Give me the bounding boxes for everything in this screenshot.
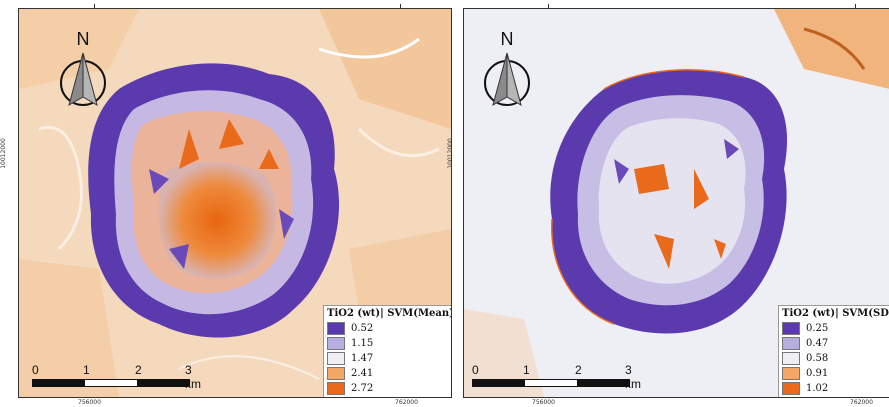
legend-label: 0.25 bbox=[806, 323, 829, 334]
north-arrow: N bbox=[55, 29, 111, 115]
scale-label: 1 bbox=[523, 363, 530, 377]
scale-label: 2 bbox=[575, 363, 582, 377]
scale-label: 3 km bbox=[625, 363, 641, 391]
scale-bar: 0 1 2 3 km bbox=[32, 363, 201, 391]
legend-sd: TiO2 (wt)| SVM(SD) 0.25 0.47 0.58 0.91 1… bbox=[778, 305, 889, 397]
legend-swatch bbox=[782, 367, 800, 380]
legend-label: 0.52 bbox=[351, 323, 374, 334]
scale-label: 0 bbox=[32, 363, 39, 377]
legend-swatch bbox=[327, 352, 345, 365]
legend-label: 2.41 bbox=[351, 368, 374, 379]
legend-item: 0.52 bbox=[327, 321, 451, 336]
axis-tick bbox=[400, 4, 401, 8]
legend-label: 1.15 bbox=[351, 338, 374, 349]
legend-item: 0.47 bbox=[782, 336, 889, 351]
legend-label: 0.91 bbox=[806, 368, 829, 379]
legend-swatch bbox=[782, 322, 800, 335]
legend-swatch bbox=[327, 322, 345, 335]
legend-label: 0.58 bbox=[806, 353, 829, 364]
legend-swatch bbox=[327, 337, 345, 350]
legend-item: 0.91 bbox=[782, 366, 889, 381]
x-axis-label: 762000 bbox=[395, 399, 418, 406]
legend-label: 0.47 bbox=[806, 338, 829, 349]
scale-bar-graphic bbox=[472, 379, 630, 387]
axis-tick bbox=[548, 4, 549, 8]
legend-swatch bbox=[327, 382, 345, 395]
x-axis-label: 756000 bbox=[532, 399, 555, 406]
north-arrow: N bbox=[479, 29, 535, 115]
axis-tick bbox=[855, 4, 856, 8]
legend-swatch bbox=[327, 367, 345, 380]
y-axis-label: 10012000 bbox=[446, 138, 454, 169]
north-label: N bbox=[76, 29, 90, 49]
legend-item: 1.47 bbox=[327, 351, 451, 366]
north-arrow-icon bbox=[60, 52, 106, 107]
scale-label: 0 bbox=[472, 363, 479, 377]
x-axis-label: 762000 bbox=[850, 399, 873, 406]
legend-swatch bbox=[782, 352, 800, 365]
north-arrow-icon bbox=[484, 52, 530, 107]
legend-mean: TiO2 (wt)| SVM(Mean) 0.52 1.15 1.47 2.41… bbox=[323, 305, 452, 397]
scale-bar-graphic bbox=[32, 379, 190, 387]
legend-swatch bbox=[782, 382, 800, 395]
scale-bar: 0 1 2 3 km bbox=[472, 363, 641, 391]
legend-item: 1.15 bbox=[327, 336, 451, 351]
legend-swatch bbox=[782, 337, 800, 350]
north-label: N bbox=[500, 29, 514, 49]
tio2-mean-raster bbox=[19, 9, 451, 397]
legend-item: 2.41 bbox=[327, 366, 451, 381]
y-axis-label: 10012000 bbox=[0, 138, 7, 169]
legend-item: 2.72 bbox=[327, 381, 451, 396]
scale-label: 1 bbox=[83, 363, 90, 377]
map-panel-mean: N TiO2 (wt)| SVM(Mean) 0.52 1.15 1.47 2.… bbox=[18, 8, 452, 398]
legend-label: 1.02 bbox=[806, 383, 829, 394]
map-panel-sd: N TiO2 (wt)| SVM(SD) 0.25 0.47 0.58 0.91… bbox=[463, 8, 889, 398]
scale-label: 2 bbox=[135, 363, 142, 377]
legend-title: TiO2 (wt)| SVM(SD) bbox=[782, 308, 889, 319]
axis-tick bbox=[94, 4, 95, 8]
legend-item: 1.02 bbox=[782, 381, 889, 396]
scale-label: 3 km bbox=[185, 363, 201, 391]
x-axis-label: 756000 bbox=[78, 399, 101, 406]
legend-title: TiO2 (wt)| SVM(Mean) bbox=[327, 308, 452, 319]
legend-item: 0.58 bbox=[782, 351, 889, 366]
legend-label: 2.72 bbox=[351, 383, 374, 394]
legend-item: 0.25 bbox=[782, 321, 889, 336]
legend-label: 1.47 bbox=[351, 353, 374, 364]
